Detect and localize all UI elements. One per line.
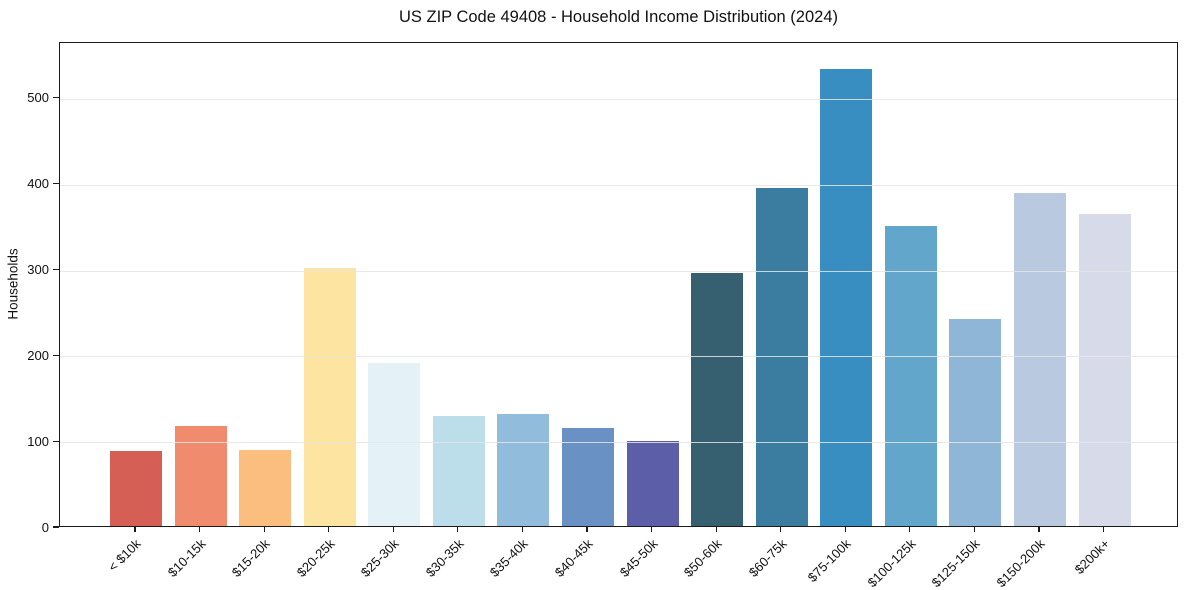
- bar-$200k+: [1078, 213, 1131, 526]
- y-tick-mark: [53, 268, 59, 271]
- bar-$100-125k: [884, 226, 937, 526]
- x-tick-mark: [844, 527, 846, 532]
- y-tick-mark: [53, 354, 59, 356]
- chart-title: US ZIP Code 49408 - Household Income Dis…: [398, 8, 838, 26]
- bar-$50-60k: [691, 272, 744, 526]
- x-tick-mark: [715, 527, 717, 532]
- y-tick-label: 100: [27, 433, 49, 449]
- x-tick-mark: [1038, 527, 1040, 532]
- gridline-200: [60, 356, 1177, 358]
- gridline-100: [60, 442, 1177, 444]
- bar-$10-15k: [174, 425, 227, 526]
- y-tick-label: 500: [27, 90, 49, 106]
- bar-$20-25k: [303, 267, 356, 526]
- x-tick-mark: [521, 527, 524, 532]
- y-tick-label: 200: [27, 347, 49, 363]
- x-tick-mark: [1102, 527, 1105, 532]
- y-axis-label: Households: [5, 248, 21, 320]
- bar-$30-35k: [432, 416, 485, 526]
- x-tick-mark: [586, 527, 588, 532]
- y-tick-mark: [53, 183, 59, 185]
- y-tick-label: 0: [41, 519, 49, 535]
- x-tick-mark: [973, 527, 976, 532]
- x-tick-mark: [134, 527, 136, 532]
- x-tick-mark: [392, 527, 394, 532]
- bar-$35-40k: [497, 414, 550, 526]
- x-tick-mark: [263, 527, 265, 532]
- bar-$45-50k: [626, 441, 679, 526]
- y-tick-label: 400: [27, 176, 49, 192]
- gridline-300: [60, 270, 1177, 272]
- bar-$150-200k: [1013, 192, 1066, 526]
- y-tick-mark: [53, 526, 59, 528]
- x-tick-mark: [328, 527, 330, 532]
- plot-area: [59, 42, 1178, 527]
- bar-< $10k: [110, 450, 162, 526]
- gridline-500: [60, 98, 1177, 100]
- bar-$15-20k: [239, 449, 292, 526]
- x-tick-mark: [198, 527, 201, 532]
- x-tick-mark: [650, 527, 653, 532]
- x-tick-mark: [780, 527, 782, 532]
- gridline-400: [60, 184, 1177, 186]
- bar-$25-30k: [368, 362, 421, 526]
- x-tick-mark: [909, 527, 911, 532]
- x-tick-label: < $10k: [105, 536, 144, 575]
- bar-$75-100k: [820, 68, 873, 526]
- y-tick-mark: [53, 97, 59, 99]
- x-tick-mark: [457, 527, 459, 532]
- y-tick-mark: [53, 440, 59, 442]
- bar-$40-45k: [561, 428, 614, 526]
- y-tick-label: 300: [27, 262, 49, 277]
- bar-$125-150k: [949, 319, 1002, 526]
